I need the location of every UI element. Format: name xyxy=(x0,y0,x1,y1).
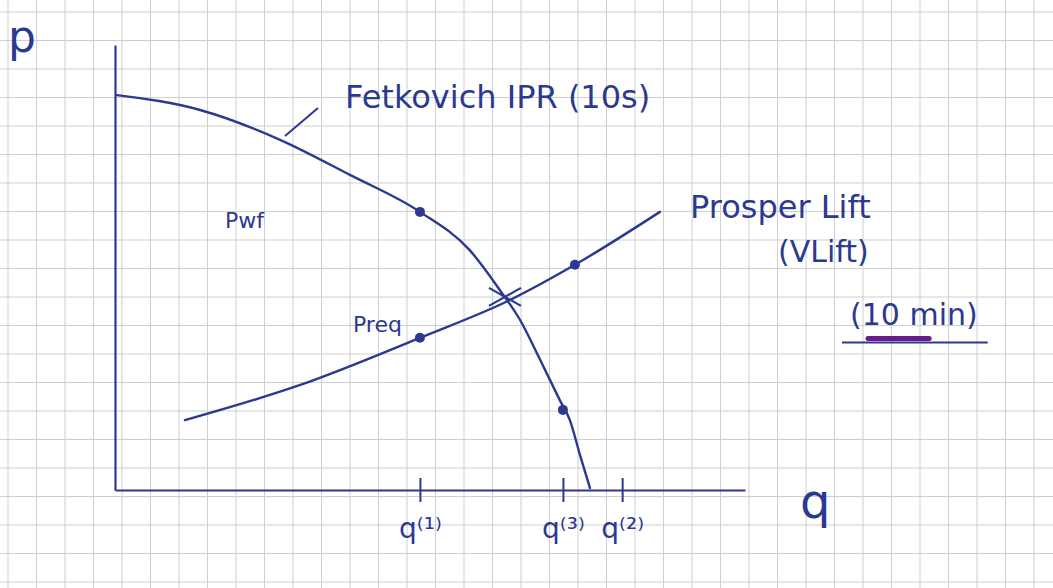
paper-line xyxy=(1034,0,1035,588)
point-marker xyxy=(558,405,568,415)
x-tick: q⁽¹⁾ xyxy=(399,478,442,545)
annotation: Preq xyxy=(353,312,402,337)
paper-line xyxy=(0,553,1053,554)
curve xyxy=(185,212,660,420)
curve xyxy=(115,95,590,488)
x-tick-mark xyxy=(562,478,564,502)
paper-line xyxy=(0,211,1053,212)
paper-line xyxy=(179,0,180,588)
paper-line xyxy=(36,0,37,588)
paper-grid xyxy=(0,0,1053,588)
paper-line xyxy=(948,0,949,588)
paper-line xyxy=(720,0,721,588)
y-axis-title: p xyxy=(8,11,36,62)
paper-line xyxy=(663,0,664,588)
highlight-underline xyxy=(868,336,929,341)
point-marker xyxy=(415,333,425,343)
paper-line xyxy=(863,0,864,588)
series-label: Prosper Lift xyxy=(690,188,871,226)
x-axis: q⁽¹⁾ q⁽³⁾ q⁽²⁾ xyxy=(116,478,746,545)
chart: q⁽¹⁾ q⁽³⁾ q⁽²⁾ p q Fetkovich IPR (10s) Prosper… xyxy=(0,0,1053,588)
point-marker xyxy=(570,260,580,270)
point-marker xyxy=(415,207,425,217)
leader-line xyxy=(285,108,318,136)
paper-line xyxy=(0,496,1053,497)
paper-line xyxy=(0,468,1053,469)
x-tick-mark xyxy=(419,478,421,502)
paper-line xyxy=(93,0,94,588)
paper-line xyxy=(207,0,208,588)
x-tick: q⁽³⁾ xyxy=(542,478,585,545)
paper-line xyxy=(0,439,1053,440)
cross-stroke xyxy=(489,288,521,306)
y-axis xyxy=(115,46,116,491)
paper-line xyxy=(0,382,1053,383)
paper-line xyxy=(0,183,1053,184)
paper-line xyxy=(0,12,1053,13)
paper-line xyxy=(0,268,1053,269)
paper-line xyxy=(65,0,66,588)
x-axis-line xyxy=(116,489,746,491)
x-tick-mark xyxy=(622,478,624,502)
series-label: Fetkovich IPR (10s) xyxy=(345,78,650,116)
paper-line xyxy=(0,126,1053,127)
cross-stroke xyxy=(489,288,521,306)
paper-line xyxy=(150,0,151,588)
x-tick-label: q⁽¹⁾ xyxy=(399,512,442,545)
x-tick-label: q⁽³⁾ xyxy=(542,512,585,545)
paper-line xyxy=(920,0,921,588)
paper-line xyxy=(236,0,237,588)
paper-line xyxy=(749,0,750,588)
paper-line xyxy=(834,0,835,588)
paper-line xyxy=(777,0,778,588)
annotation: (VLift) xyxy=(778,234,869,269)
paper-line xyxy=(1005,0,1006,588)
paper-line xyxy=(692,0,693,588)
paper-line xyxy=(122,0,123,588)
paper-line xyxy=(891,0,892,588)
paper-line xyxy=(0,525,1053,526)
x-tick: q⁽²⁾ xyxy=(601,478,644,545)
paper-line xyxy=(0,411,1053,412)
y-axis-line xyxy=(114,46,116,491)
annotation: Pwf xyxy=(225,208,265,233)
paper-line xyxy=(321,0,322,588)
paper-line xyxy=(0,240,1053,241)
paper-line xyxy=(977,0,978,588)
plot-area xyxy=(115,95,660,488)
paper-line xyxy=(0,69,1053,70)
paper-line xyxy=(0,354,1053,355)
paper-line xyxy=(0,154,1053,155)
paper-line xyxy=(264,0,265,588)
paper-line xyxy=(8,0,9,588)
cross-marker xyxy=(489,288,521,306)
x-tick-label: q⁽²⁾ xyxy=(601,512,644,545)
x-axis-title: q xyxy=(800,473,830,529)
underline xyxy=(842,341,988,343)
paper-line xyxy=(0,582,1053,583)
annotation: (10 min) xyxy=(850,297,978,332)
paper-line xyxy=(293,0,294,588)
paper-line xyxy=(0,40,1053,41)
